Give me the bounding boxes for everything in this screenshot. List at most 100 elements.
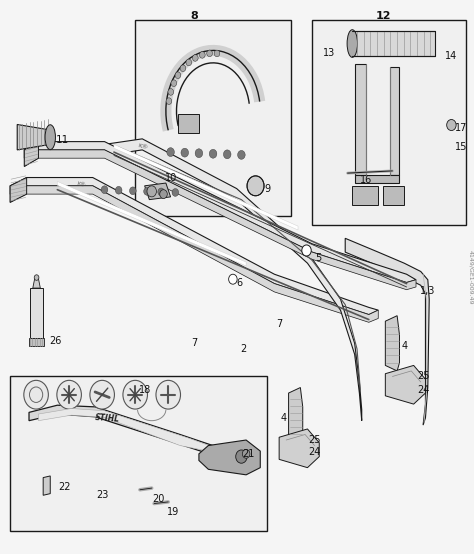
Polygon shape <box>390 67 400 175</box>
Text: 13: 13 <box>323 48 335 58</box>
Circle shape <box>186 59 191 66</box>
Text: 4: 4 <box>401 341 407 351</box>
Polygon shape <box>29 338 44 346</box>
Circle shape <box>223 150 231 159</box>
Circle shape <box>195 149 203 158</box>
Circle shape <box>172 188 179 196</box>
Circle shape <box>147 186 156 197</box>
Text: 26: 26 <box>49 336 61 346</box>
Circle shape <box>90 381 114 409</box>
Ellipse shape <box>347 30 357 57</box>
Polygon shape <box>24 150 416 290</box>
Circle shape <box>57 381 82 409</box>
Polygon shape <box>279 429 319 468</box>
Text: 25: 25 <box>308 435 321 445</box>
Circle shape <box>228 274 237 284</box>
Polygon shape <box>24 142 38 167</box>
Text: 16: 16 <box>360 175 373 185</box>
Text: 24: 24 <box>417 385 429 396</box>
Text: 2: 2 <box>241 344 247 354</box>
Circle shape <box>168 89 173 95</box>
Text: 12: 12 <box>375 11 391 21</box>
Bar <box>312 20 465 224</box>
Text: 19: 19 <box>167 507 179 517</box>
Text: 4149/GE1-009.49: 4149/GE1-009.49 <box>468 250 473 304</box>
Circle shape <box>166 98 172 105</box>
Circle shape <box>180 65 186 71</box>
Polygon shape <box>10 177 27 202</box>
Text: 7: 7 <box>276 319 283 329</box>
Text: 9: 9 <box>264 183 270 193</box>
Circle shape <box>156 381 181 409</box>
Ellipse shape <box>45 125 55 150</box>
Polygon shape <box>30 288 43 338</box>
Polygon shape <box>10 186 378 322</box>
Circle shape <box>200 52 205 58</box>
Text: 7: 7 <box>191 338 197 348</box>
Circle shape <box>242 449 250 458</box>
Polygon shape <box>383 186 404 205</box>
Text: K®: K® <box>137 143 148 151</box>
Text: 4: 4 <box>281 413 287 423</box>
Polygon shape <box>24 142 416 283</box>
Polygon shape <box>10 177 378 315</box>
Circle shape <box>167 148 174 157</box>
Polygon shape <box>385 366 426 404</box>
Polygon shape <box>38 408 227 455</box>
Text: 8: 8 <box>191 11 198 21</box>
Circle shape <box>210 150 217 158</box>
Circle shape <box>160 189 167 198</box>
Circle shape <box>214 50 220 57</box>
Text: STIHL: STIHL <box>95 413 120 423</box>
Polygon shape <box>114 145 298 230</box>
Polygon shape <box>289 387 303 443</box>
Text: 10: 10 <box>164 172 177 182</box>
Circle shape <box>181 148 189 157</box>
Circle shape <box>158 188 164 196</box>
Polygon shape <box>178 114 199 134</box>
Circle shape <box>34 275 39 280</box>
Circle shape <box>207 50 212 57</box>
Circle shape <box>144 187 150 195</box>
Polygon shape <box>57 181 246 266</box>
Polygon shape <box>33 279 40 288</box>
Text: 24: 24 <box>309 447 321 457</box>
Text: K®: K® <box>76 181 86 188</box>
Circle shape <box>101 186 108 193</box>
Circle shape <box>302 245 311 256</box>
Circle shape <box>171 80 177 86</box>
Polygon shape <box>17 125 50 150</box>
Polygon shape <box>355 175 400 183</box>
Polygon shape <box>29 405 237 462</box>
Polygon shape <box>352 31 435 56</box>
Text: 18: 18 <box>138 385 151 396</box>
Circle shape <box>192 55 198 61</box>
Text: 1,3: 1,3 <box>420 286 436 296</box>
Circle shape <box>175 72 181 79</box>
Circle shape <box>129 187 136 194</box>
Polygon shape <box>352 186 378 205</box>
Circle shape <box>24 381 48 409</box>
Circle shape <box>237 151 245 160</box>
Text: 17: 17 <box>455 123 467 133</box>
Polygon shape <box>355 64 365 175</box>
Text: 15: 15 <box>455 142 467 152</box>
Circle shape <box>115 186 122 194</box>
Text: 6: 6 <box>236 278 242 288</box>
Polygon shape <box>105 139 362 420</box>
Bar <box>10 377 267 531</box>
Polygon shape <box>199 440 260 475</box>
Circle shape <box>236 450 247 463</box>
Polygon shape <box>145 183 171 199</box>
Text: 20: 20 <box>153 494 165 504</box>
Bar <box>135 20 291 216</box>
Polygon shape <box>385 316 400 371</box>
Polygon shape <box>345 238 429 425</box>
Circle shape <box>247 176 264 196</box>
Text: 21: 21 <box>242 449 255 459</box>
Text: 22: 22 <box>58 482 71 492</box>
Text: 5: 5 <box>315 253 321 263</box>
Circle shape <box>447 120 456 131</box>
Text: 23: 23 <box>96 490 109 500</box>
Circle shape <box>123 381 147 409</box>
